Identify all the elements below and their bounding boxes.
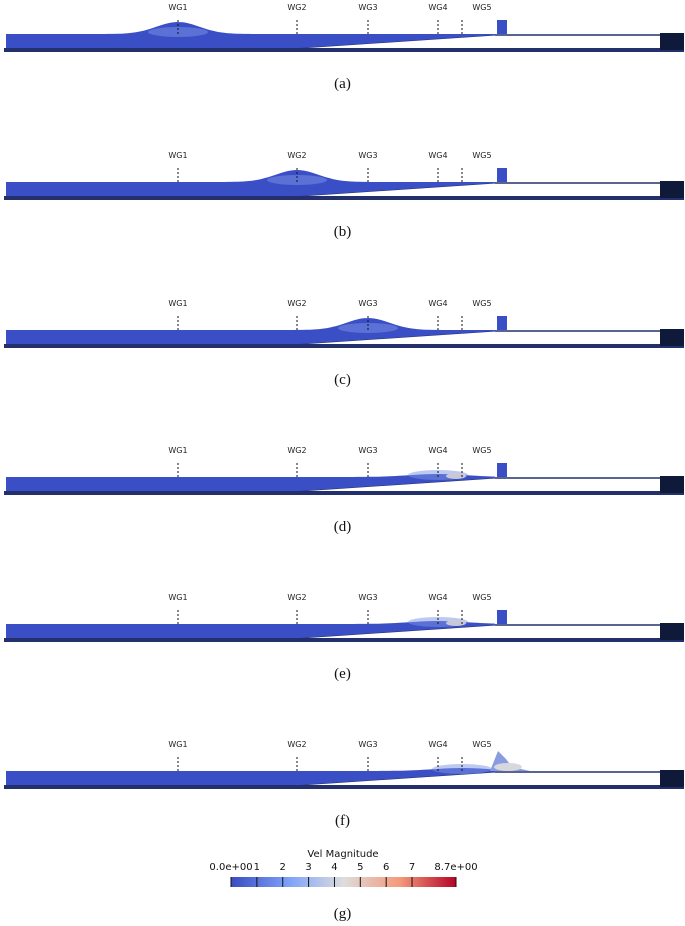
panel-caption: (e) [334, 666, 351, 682]
snapshot-panel: WG1 WG2 WG3 WG4 WG5 (d) [0, 443, 685, 591]
flume-simulation [4, 463, 684, 495]
flume-end-block [660, 476, 684, 493]
flume-floor [4, 491, 684, 495]
gauge-label: WG5 [472, 593, 492, 602]
flume-floor [4, 48, 684, 52]
splash [446, 473, 466, 479]
colorbar-gradient [230, 877, 457, 887]
gauge-label: WG4 [428, 593, 448, 602]
splash-foam [494, 763, 522, 771]
water-body [6, 768, 495, 785]
colorbar-tick-label: 8.7e+00 [434, 862, 478, 873]
gauge-label: WG2 [287, 740, 307, 749]
gauge-label: WG1 [168, 151, 188, 160]
gauge-label: WG5 [472, 3, 492, 12]
gauge-label: WG2 [287, 3, 307, 12]
panel-caption: (b) [333, 224, 352, 240]
panel-caption: (a) [334, 76, 351, 92]
gauge-label: WG1 [168, 3, 188, 12]
structure-block [497, 20, 507, 34]
snapshot-panel: WG1 WG2 WG3 WG4 WG5 (f) [0, 737, 685, 885]
gauge-label: WG5 [472, 740, 492, 749]
gauge-label: WG1 [168, 446, 188, 455]
gauge-label: WG3 [358, 151, 378, 160]
flume-simulation [4, 20, 684, 52]
gauge-label: WG4 [428, 3, 448, 12]
colorbar-bar [231, 877, 456, 887]
gauge-label: WG1 [168, 593, 188, 602]
snapshot-panel: WG1 WG2 WG3 WG4 WG5 (e) [0, 590, 685, 738]
flume-end-block [660, 770, 684, 787]
flume-end-block [660, 623, 684, 640]
panel-caption: (f) [335, 813, 350, 829]
flume-end-block [660, 181, 684, 198]
flume-simulation [4, 751, 684, 789]
panel-caption: (d) [333, 519, 352, 535]
water-body [6, 170, 495, 196]
structure-block [497, 463, 507, 477]
gauge-label: WG4 [428, 446, 448, 455]
flume-floor [4, 344, 684, 348]
flume-floor [4, 785, 684, 789]
snapshot-panel: WG1 WG2 WG3 WG4 WG5 (a) [0, 0, 685, 148]
structure-block [497, 316, 507, 330]
gauge-label: WG2 [287, 593, 307, 602]
water-body [6, 621, 495, 638]
splash [446, 620, 466, 626]
gauge-label: WG4 [428, 299, 448, 308]
flume-end-block [660, 329, 684, 346]
snapshot-panel: WG1 WG2 WG3 WG4 WG5 (c) [0, 296, 685, 444]
gauge-label: WG4 [428, 740, 448, 749]
colorbar-tick-label: 4 [331, 862, 338, 873]
colorbar-tick-label: 7 [408, 862, 416, 873]
water-body [6, 22, 495, 48]
colorbar-tick-label: 6 [382, 862, 390, 873]
colorbar-tick-label: 1 [253, 862, 261, 873]
gauge-label: WG3 [358, 446, 378, 455]
gauge-label: WG3 [358, 740, 378, 749]
caption-g: (g) [333, 906, 352, 922]
gauge-label: WG3 [358, 593, 378, 602]
panel-caption: (c) [334, 372, 351, 388]
water-body [6, 474, 495, 491]
flume-simulation [4, 316, 684, 348]
gauge-label: WG3 [358, 3, 378, 12]
colorbar-title: Vel Magnitude [307, 849, 379, 860]
gauge-label: WG5 [472, 151, 492, 160]
structure-block [497, 168, 507, 182]
gauge-label: WG5 [472, 299, 492, 308]
structure-block [497, 610, 507, 624]
colorbar-tick-label: 5 [357, 862, 364, 873]
flume-end-block [660, 33, 684, 50]
colorbar-tick-label: 0.0e+00 [209, 862, 253, 873]
gauge-label: WG2 [287, 299, 307, 308]
flume-floor [4, 196, 684, 200]
gauge-label: WG3 [358, 299, 378, 308]
flume-simulation [4, 168, 684, 200]
gauge-label: WG2 [287, 151, 307, 160]
flume-simulation [4, 610, 684, 642]
snapshot-panel: WG1 WG2 WG3 WG4 WG5 (b) [0, 148, 685, 296]
colorbar-tick-label: 2 [279, 862, 286, 873]
gauge-label: WG1 [168, 299, 188, 308]
gauge-label: WG2 [287, 446, 307, 455]
water-body [6, 318, 495, 344]
gauge-label: WG1 [168, 740, 188, 749]
flume-floor [4, 638, 684, 642]
gauge-label: WG5 [472, 446, 492, 455]
gauge-label: WG4 [428, 151, 448, 160]
colorbar-tick-label: 3 [305, 862, 312, 873]
